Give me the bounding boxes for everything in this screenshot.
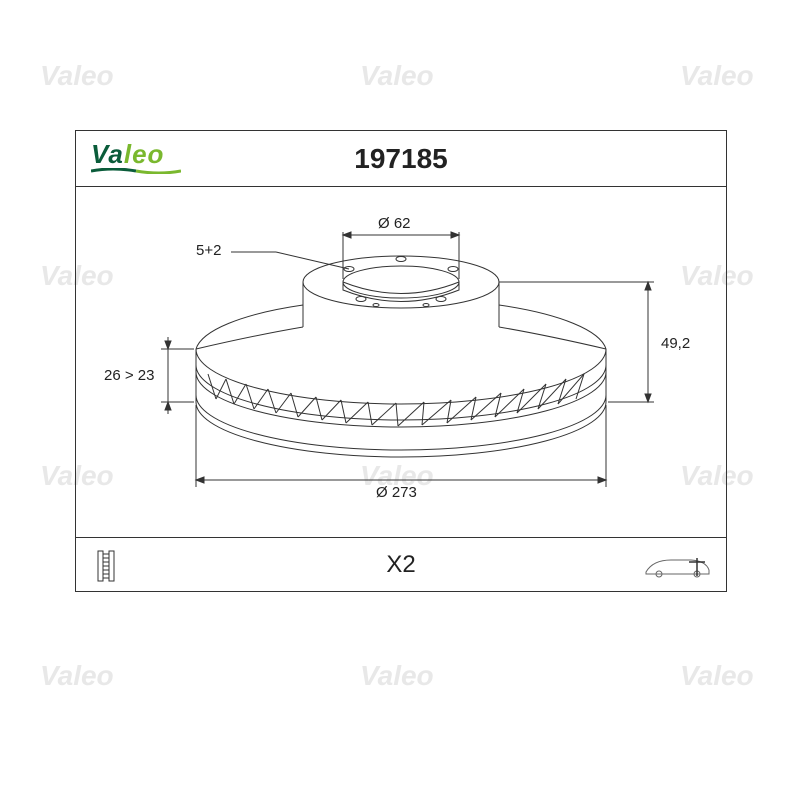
watermark: Valeo xyxy=(680,660,754,692)
watermark: Valeo xyxy=(680,60,754,92)
technical-drawing: Ø 62 5+2 26 > 23 49,2 Ø 273 xyxy=(76,187,726,538)
dim-outer-diameter: Ø 273 xyxy=(376,484,417,501)
watermark: Valeo xyxy=(360,660,434,692)
footer-row: X2 xyxy=(76,538,726,592)
dim-bore-diameter: Ø 62 xyxy=(378,215,411,232)
header-row: Valeo 197185 xyxy=(76,131,726,187)
quantity-label: X2 xyxy=(386,551,415,579)
dim-holes: 5+2 xyxy=(196,242,221,259)
part-number: 197185 xyxy=(354,143,447,175)
car-front-axle-icon xyxy=(641,556,711,578)
watermark: Valeo xyxy=(40,60,114,92)
ventilated-disc-icon xyxy=(96,550,116,582)
watermark: Valeo xyxy=(40,660,114,692)
brand-logo: Valeo xyxy=(91,139,181,174)
dim-height: 49,2 xyxy=(661,335,690,352)
spec-frame: Valeo 197185 xyxy=(75,130,727,592)
logo-text-right: leo xyxy=(124,139,165,169)
logo-text-left: Va xyxy=(91,139,124,169)
dim-thickness: 26 > 23 xyxy=(104,367,154,384)
watermark: Valeo xyxy=(360,60,434,92)
